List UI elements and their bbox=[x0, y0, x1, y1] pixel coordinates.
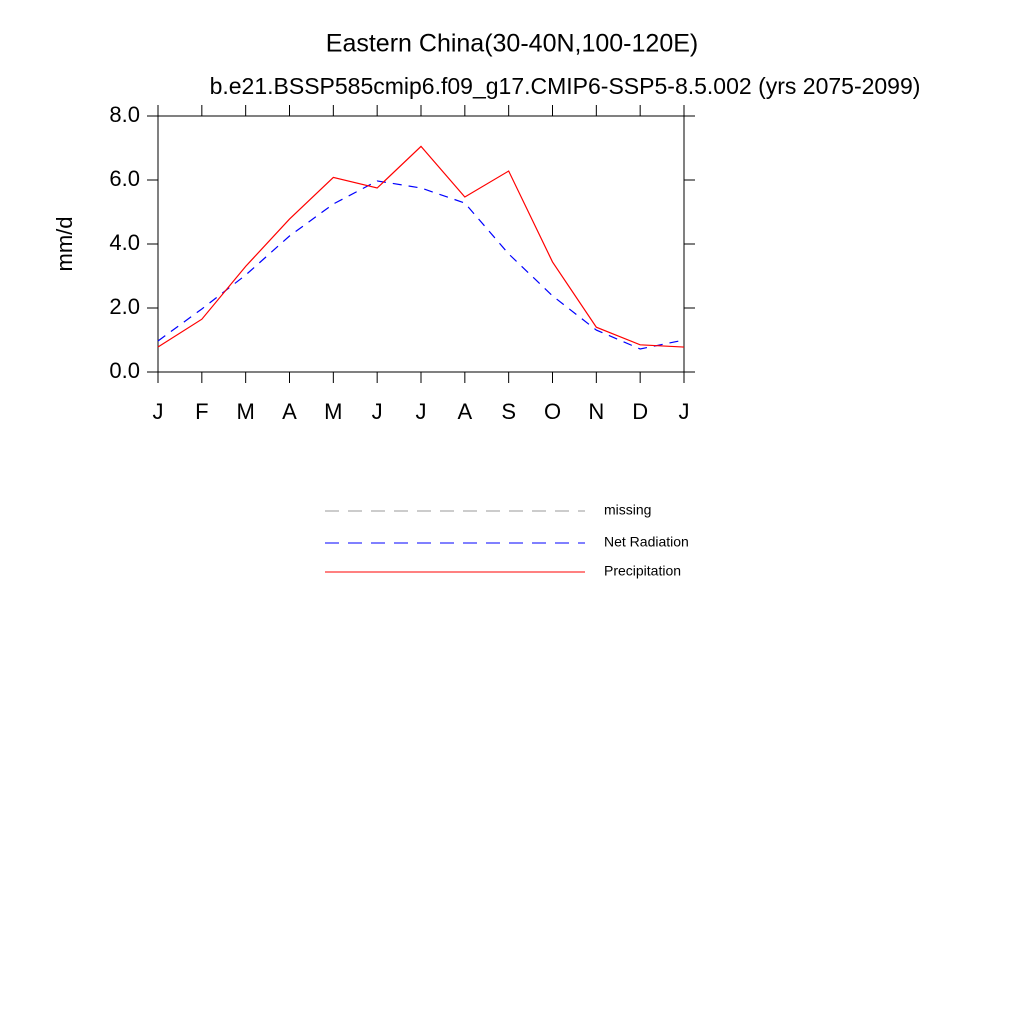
series-line bbox=[157, 145, 685, 348]
x-tick-label: A bbox=[282, 399, 297, 424]
chart-subtitle: b.e21.BSSP585cmip6.f09_g17.CMIP6-SSP5-8.… bbox=[210, 73, 921, 99]
legend-label: Precipitation bbox=[604, 563, 681, 579]
x-tick-label: A bbox=[457, 399, 472, 424]
x-tick-label: J bbox=[416, 399, 427, 424]
legend-label: missing bbox=[604, 502, 651, 518]
y-tick-label: 2.0 bbox=[109, 294, 140, 319]
series-line bbox=[157, 180, 685, 350]
x-tick-label: F bbox=[195, 399, 208, 424]
x-tick-label: S bbox=[501, 399, 516, 424]
x-tick-label: J bbox=[153, 399, 164, 424]
y-tick-label: 0.0 bbox=[109, 358, 140, 383]
chart-title: Eastern China(30-40N,100-120E) bbox=[326, 30, 698, 58]
y-tick-label: 8.0 bbox=[109, 102, 140, 127]
x-tick-label: J bbox=[372, 399, 383, 424]
y-tick-label: 4.0 bbox=[109, 230, 140, 255]
x-tick-label: O bbox=[544, 399, 561, 424]
y-axis-label: mm/d bbox=[52, 217, 77, 272]
x-tick-label: D bbox=[632, 399, 648, 424]
x-tick-label: N bbox=[588, 399, 604, 424]
plot-frame bbox=[157, 115, 685, 373]
x-tick-label: J bbox=[679, 399, 690, 424]
x-tick-label: M bbox=[237, 399, 255, 424]
legend-label: Net Radiation bbox=[604, 534, 689, 550]
y-tick-label: 6.0 bbox=[109, 166, 140, 191]
x-tick-label: M bbox=[324, 399, 342, 424]
